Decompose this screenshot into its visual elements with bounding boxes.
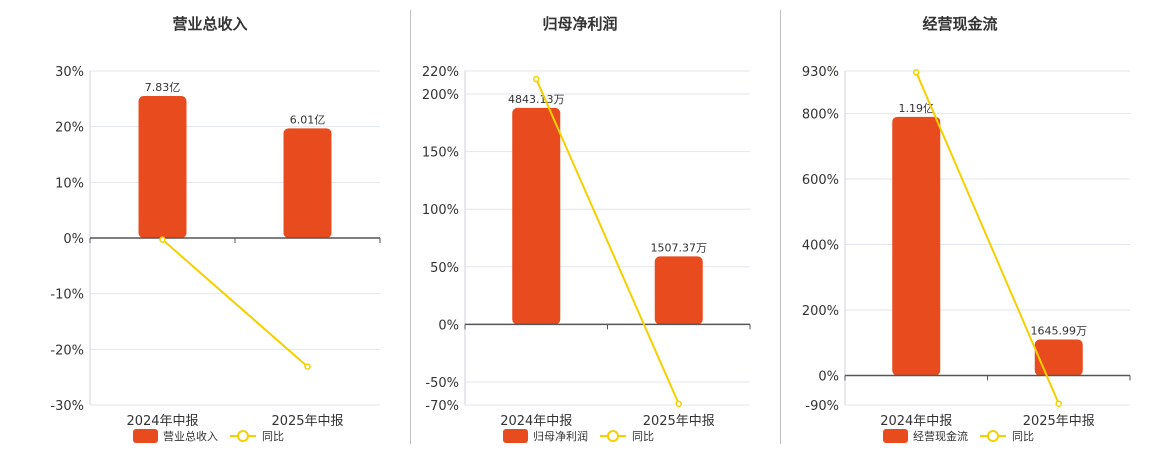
c1-y-tick-label: -30% bbox=[50, 399, 84, 414]
c3-y-tick-label: -90% bbox=[805, 399, 839, 414]
c1-bar bbox=[283, 128, 332, 238]
c1-y-tick-label: -10% bbox=[50, 288, 84, 303]
c1-yoy-point bbox=[304, 363, 311, 370]
c1-legend-bar-label: 营业总收入 bbox=[163, 429, 218, 443]
c2-yoy-line bbox=[535, 78, 680, 405]
c2-y-tick-label: 0% bbox=[438, 318, 459, 333]
c1-legend-line-marker bbox=[237, 430, 249, 442]
c1-y-tick-label: -20% bbox=[50, 343, 84, 358]
c1-category-label: 2025年中报 bbox=[271, 414, 343, 429]
c3-yoy-point bbox=[1055, 400, 1062, 407]
c2-y-tick-label: 100% bbox=[422, 203, 459, 218]
c2-bar-value-label: 1507.37万 bbox=[651, 241, 708, 254]
c1-yoy-line bbox=[161, 238, 309, 368]
c3-y-tick-label: 200% bbox=[802, 304, 839, 319]
c2-category-label: 2025年中报 bbox=[643, 414, 715, 429]
c3-y-tick-label: 800% bbox=[802, 108, 839, 123]
c2-bar-value-label: 4843.13万 bbox=[508, 93, 565, 106]
c2-legend-line-marker bbox=[607, 430, 619, 442]
c2-bar bbox=[512, 107, 561, 325]
c2-yoy-point bbox=[533, 75, 540, 83]
c1-yoy-point bbox=[159, 236, 166, 243]
c1-legend-bar-swatch bbox=[133, 429, 158, 443]
c3-bar-value-label: 1.19亿 bbox=[899, 102, 935, 115]
c2-y-tick-label: 200% bbox=[422, 88, 459, 103]
c3-yoy-line bbox=[915, 71, 1060, 405]
c3-category-label: 2025年中报 bbox=[1023, 414, 1095, 429]
c1-bar-value-label: 7.83亿 bbox=[145, 81, 181, 94]
c1-legend-line-label: 同比 bbox=[262, 430, 284, 443]
c1-y-tick-label: 0% bbox=[63, 232, 84, 247]
c2-category-label: 2024年中报 bbox=[500, 414, 572, 429]
c2-title: 归母净利润 bbox=[542, 15, 617, 33]
c3-y-tick-label: 600% bbox=[802, 173, 839, 188]
c1-bar-value-label: 6.01亿 bbox=[290, 113, 326, 126]
c3-bar bbox=[1034, 339, 1083, 376]
c3-legend-line-marker bbox=[987, 430, 999, 442]
c3-legend-bar-label: 经营现金流 bbox=[913, 429, 968, 443]
c3-title: 经营现金流 bbox=[922, 15, 997, 33]
c3-yoy-point bbox=[913, 69, 920, 76]
c3-bar-value-label: 1645.99万 bbox=[1031, 325, 1088, 338]
c3-y-tick-label: 0% bbox=[818, 370, 839, 385]
c1-y-tick-label: 30% bbox=[55, 65, 84, 80]
c3-y-tick-label: 400% bbox=[802, 239, 839, 254]
c2-legend-bar-label: 归母净利润 bbox=[533, 429, 588, 443]
c2-bar bbox=[654, 256, 703, 325]
c1-y-tick-label: 10% bbox=[55, 176, 84, 191]
c1-y-tick-label: 20% bbox=[55, 121, 84, 136]
c1-bar bbox=[138, 96, 187, 238]
c3-legend-bar-swatch bbox=[883, 429, 908, 443]
c2-yoy-point bbox=[675, 400, 682, 408]
c1-title: 营业总收入 bbox=[172, 15, 247, 33]
c2-y-tick-label: -50% bbox=[425, 376, 459, 391]
c2-y-tick-label: 220% bbox=[422, 65, 459, 80]
c1-category-label: 2024年中报 bbox=[126, 414, 198, 429]
c2-legend-bar-swatch bbox=[503, 429, 528, 443]
c2-y-tick-label: 50% bbox=[430, 261, 459, 276]
c3-y-tick-label: 930% bbox=[802, 65, 839, 80]
panel-divider-1 bbox=[410, 10, 411, 444]
c3-bar bbox=[892, 116, 941, 376]
c2-legend-line-label: 同比 bbox=[632, 430, 654, 443]
c2-y-tick-label: 150% bbox=[422, 146, 459, 161]
c2-y-tick-label: -70% bbox=[425, 399, 459, 414]
panel-divider-2 bbox=[780, 10, 781, 444]
c3-category-label: 2024年中报 bbox=[880, 414, 952, 429]
c3-legend-line-label: 同比 bbox=[1012, 430, 1034, 443]
